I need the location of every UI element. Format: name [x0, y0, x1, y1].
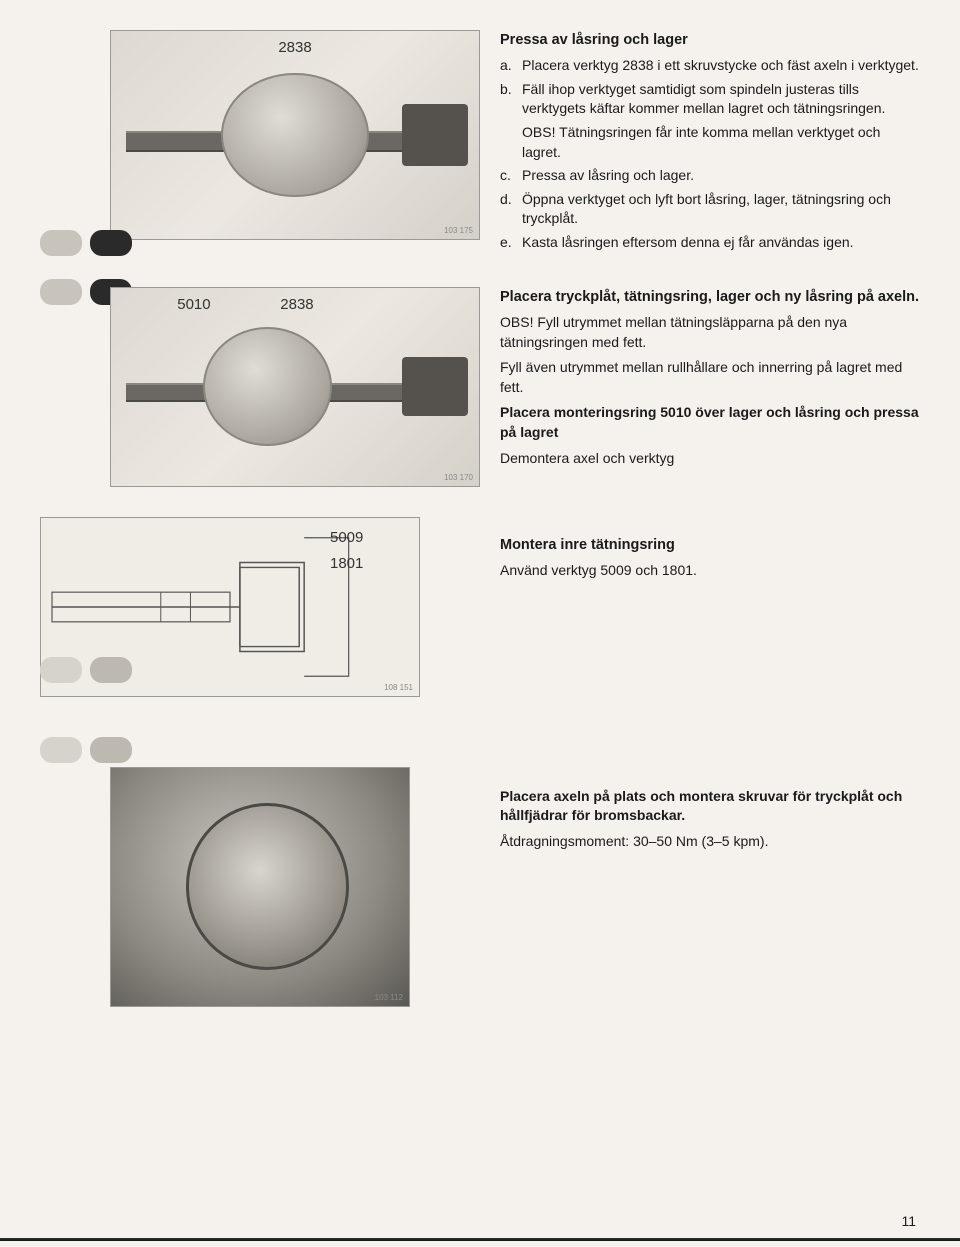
figure-3-label-top: 5009: [330, 529, 363, 546]
section-1: 2838 103 175 Pressa av låsring och lager…: [40, 30, 920, 257]
section-2-title: Placera tryckplåt, tätningsring, lager o…: [500, 287, 920, 307]
figure-2-id: 103 170: [444, 473, 473, 482]
step-c: c.Pressa av låsring och lager.: [500, 166, 920, 186]
binder-tabs-3: [40, 657, 132, 683]
section-1-title: Pressa av låsring och lager: [500, 30, 920, 50]
figure-1-wrap: 2838 103 175: [40, 30, 480, 257]
section-2-p4: Demontera axel och verktyg: [500, 449, 920, 469]
tab-left-3: [40, 657, 82, 683]
section-4-p1: Placera axeln på plats och montera skruv…: [500, 787, 920, 826]
figure-2-label-left: 5010: [177, 296, 210, 313]
figure-4: 103 112: [110, 767, 410, 1007]
step-b: b.Fäll ihop verktyget samtidigt som spin…: [500, 80, 920, 119]
section-4-p2: Åtdragningsmoment: 30–50 Nm (3–5 kpm).: [500, 832, 920, 852]
figure-4-wrap: 103 112: [40, 767, 480, 1007]
figure-3-id: 108 151: [384, 683, 413, 692]
section-4-text: Placera axeln på plats och montera skruv…: [480, 767, 920, 1007]
section-2-p3: Placera monteringsring 5010 över lager o…: [500, 403, 920, 442]
figure-1-illustration: [111, 31, 479, 239]
section-2: 5010 2838 103 170 Placera tryckplåt, tät…: [40, 287, 920, 487]
section-2-text: Placera tryckplåt, tätningsring, lager o…: [480, 287, 920, 487]
tab-right-1: [90, 230, 132, 256]
figure-2-wrap: 5010 2838 103 170: [40, 287, 480, 487]
section-2-p2: Fyll även utrymmet mellan rullhållare oc…: [500, 358, 920, 397]
figure-1: 2838 103 175: [110, 30, 480, 240]
section-3-p1: Använd verktyg 5009 och 1801.: [500, 561, 920, 581]
figure-4-photo: [111, 768, 409, 1006]
tab-right-3: [90, 657, 132, 683]
figure-1-id: 103 175: [444, 226, 473, 235]
step-d: d.Öppna verktyget och lyft bort låsring,…: [500, 190, 920, 229]
tab-right-4: [90, 737, 132, 763]
section-4: 103 112 Placera axeln på plats och monte…: [40, 767, 920, 1007]
binder-tabs-1: [40, 230, 132, 256]
figure-3-label-bottom: 1801: [330, 555, 363, 572]
section-1-steps: a.Placera verktyg 2838 i ett skruvstycke…: [500, 56, 920, 252]
figure-2-illustration: [111, 288, 479, 486]
figure-2-label-right: 2838: [280, 296, 313, 313]
tab-left-2: [40, 279, 82, 305]
figure-1-label: 2838: [278, 39, 311, 56]
binder-tabs-4: [40, 737, 920, 763]
section-3-title: Montera inre tätningsring: [500, 535, 920, 555]
tab-left-4: [40, 737, 82, 763]
section-3: 108 151 5009 1801 Montera inre tätningsr…: [40, 517, 920, 697]
section-1-text: Pressa av låsring och lager a.Placera ve…: [480, 30, 920, 257]
step-e: e.Kasta låsringen eftersom denna ej får …: [500, 233, 920, 253]
section-3-text: Montera inre tätningsring Använd verktyg…: [480, 517, 920, 697]
tab-left-1: [40, 230, 82, 256]
figure-4-id: 103 112: [375, 993, 403, 1002]
step-b-note: OBS! Tätningsringen får inte komma mella…: [500, 123, 920, 162]
section-2-p1: OBS! Fyll utrymmet mellan tätningsläppar…: [500, 313, 920, 352]
bottom-rule: [0, 1238, 960, 1241]
step-a: a.Placera verktyg 2838 i ett skruvstycke…: [500, 56, 920, 76]
figure-3-wrap: 108 151 5009 1801: [40, 517, 480, 697]
page-number: 11: [901, 1213, 916, 1229]
figure-2: 5010 2838 103 170: [110, 287, 480, 487]
